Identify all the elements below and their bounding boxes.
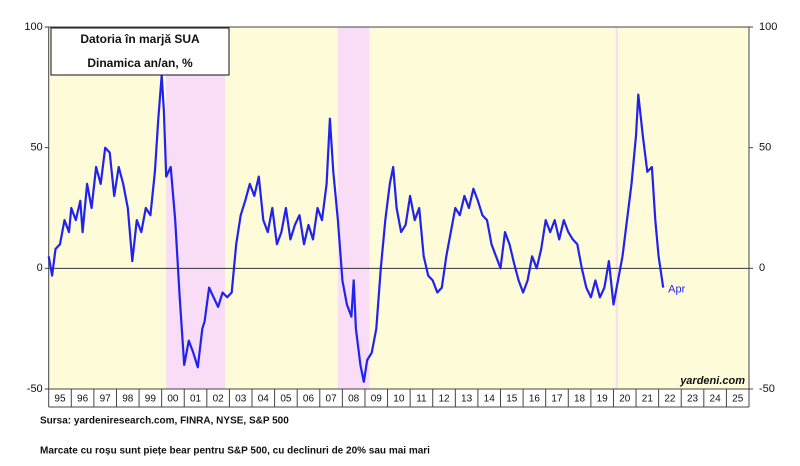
x-tick-label: 11 xyxy=(416,394,427,405)
x-tick-label: 25 xyxy=(732,394,744,405)
end-label: Apr xyxy=(668,284,685,296)
watermark: yardeni.com xyxy=(679,375,745,387)
y-tick-label: 50 xyxy=(30,142,42,154)
x-tick-label: 02 xyxy=(213,394,225,405)
x-tick-label: 06 xyxy=(303,394,315,405)
bear-market-shade xyxy=(337,27,370,389)
chart-title: Datoria în marjă SUA xyxy=(80,32,200,46)
x-tick-label: 22 xyxy=(664,394,676,405)
x-tick-label: 08 xyxy=(348,394,360,405)
x-tick-label: 09 xyxy=(371,394,383,405)
y-tick-label: -50 xyxy=(27,383,43,395)
x-tick-label: 19 xyxy=(597,394,609,405)
plot-frame xyxy=(48,26,750,390)
x-tick-label: 15 xyxy=(506,394,518,405)
x-tick-label: 24 xyxy=(710,394,722,405)
x-tick-label: 21 xyxy=(642,394,654,405)
source: Sursa: yardeniresearch.com, FINRA, NYSE,… xyxy=(40,416,289,427)
y2-tick-label: 100 xyxy=(759,21,777,33)
x-tick-label: 97 xyxy=(100,394,112,405)
x-tick-label: 01 xyxy=(190,394,202,405)
x-tick-label: 17 xyxy=(551,394,563,405)
bear-market-shade xyxy=(615,27,618,389)
bear-market-shade xyxy=(166,27,225,389)
x-tick-label: 05 xyxy=(280,394,292,405)
x-tick-label: 10 xyxy=(393,394,405,405)
y-tick-label: 0 xyxy=(37,262,43,274)
title-box xyxy=(50,27,230,76)
x-tick-label: 12 xyxy=(438,394,450,405)
x-tick-label: 20 xyxy=(619,394,631,405)
x-tick-label: 07 xyxy=(326,394,338,405)
y2-tick-label: 0 xyxy=(759,262,765,274)
margin-debt-line xyxy=(47,74,665,383)
x-tick-label: 13 xyxy=(461,394,473,405)
chart-subtitle: Dinamica an/an, % xyxy=(87,56,193,70)
x-tick-label: 96 xyxy=(77,394,89,405)
x-tick-label: 03 xyxy=(235,394,247,405)
x-tick-label: 18 xyxy=(574,394,586,405)
x-tick-label: 00 xyxy=(167,394,179,405)
y2-tick-label: 50 xyxy=(759,142,771,154)
y-tick-label: 100 xyxy=(24,21,42,33)
plot-background xyxy=(48,27,749,389)
x-tick-label: 16 xyxy=(529,394,541,405)
y2-tick-label: -50 xyxy=(759,383,775,395)
x-tick-label: 23 xyxy=(687,394,699,405)
x-tick-label: 04 xyxy=(258,394,270,405)
x-tick-label: 98 xyxy=(122,394,134,405)
x-tick-label: 95 xyxy=(54,394,66,405)
x-tick-label: 99 xyxy=(145,394,157,405)
x-tick-label: 14 xyxy=(484,394,496,405)
note: Marcate cu roșu sunt piețe bear pentru S… xyxy=(40,446,430,457)
